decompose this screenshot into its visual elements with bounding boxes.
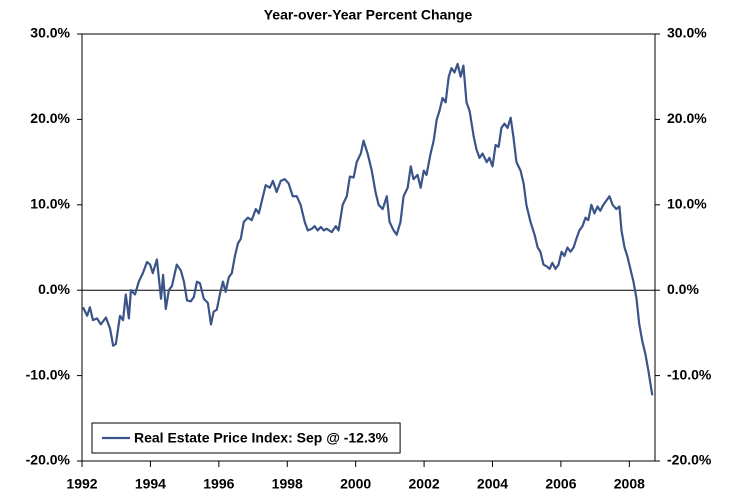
x-tick-label: 2008 <box>614 476 645 492</box>
data-line <box>82 62 654 396</box>
y2-tick-label: 30.0% <box>667 25 707 41</box>
y2-tick-label: 10.0% <box>667 196 707 212</box>
y-tick-label: 0.0% <box>38 281 70 297</box>
x-tick-label: 2004 <box>477 476 508 492</box>
x-tick-label: 1998 <box>272 476 303 492</box>
y2-tick-label: -10.0% <box>667 366 712 382</box>
x-tick-label: 1994 <box>135 476 166 492</box>
x-tick-label: 1996 <box>203 476 234 492</box>
chart-title: Year-over-Year Percent Change <box>264 7 473 23</box>
x-tick-label: 2000 <box>340 476 371 492</box>
legend-label: Real Estate Price Index: Sep @ -12.3% <box>134 430 389 446</box>
y2-tick-label: 0.0% <box>667 281 699 297</box>
x-tick-label: 2006 <box>545 476 576 492</box>
y-tick-label: 10.0% <box>30 196 70 212</box>
x-tick-label: 2002 <box>409 476 440 492</box>
y-tick-label: -20.0% <box>26 452 71 468</box>
plot-frame <box>81 33 656 462</box>
y2-tick-label: 20.0% <box>667 110 707 126</box>
y2-tick-label: -20.0% <box>667 452 712 468</box>
y-tick-label: -10.0% <box>26 366 71 382</box>
legend-box <box>91 422 401 454</box>
x-tick-label: 1992 <box>66 476 97 492</box>
y-tick-label: 20.0% <box>30 110 70 126</box>
y-tick-label: 30.0% <box>30 25 70 41</box>
